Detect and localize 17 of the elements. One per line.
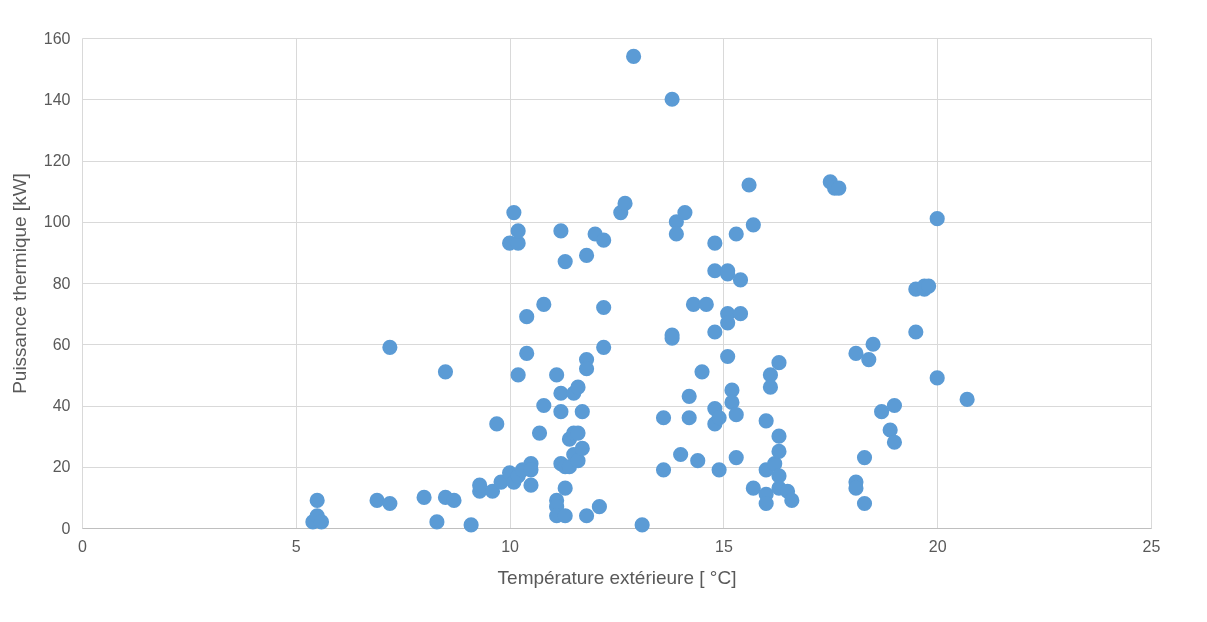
y-tick-label: 160 bbox=[43, 29, 71, 47]
y-axis-title: Puissance thermique [kW] bbox=[8, 173, 30, 394]
x-tick-label: 0 bbox=[78, 537, 88, 555]
y-tick-label: 60 bbox=[52, 335, 71, 353]
x-tick-label: 25 bbox=[1142, 537, 1161, 555]
y-tick-label: 120 bbox=[43, 152, 71, 169]
x-tick-label: 20 bbox=[928, 537, 947, 555]
y-tick-label: 40 bbox=[52, 397, 71, 414]
x-tick-label: 5 bbox=[291, 537, 301, 555]
x-tick-label: 10 bbox=[501, 537, 520, 555]
y-tick-label: 80 bbox=[52, 274, 71, 292]
y-tick-label: 20 bbox=[52, 458, 71, 476]
y-tick-label: 100 bbox=[43, 213, 71, 231]
y-tick-label: 0 bbox=[61, 519, 71, 537]
y-tick-label: 140 bbox=[43, 90, 71, 108]
x-tick-label: 15 bbox=[715, 537, 733, 555]
x-axis-title: Température extérieure [ °C] bbox=[497, 566, 737, 588]
